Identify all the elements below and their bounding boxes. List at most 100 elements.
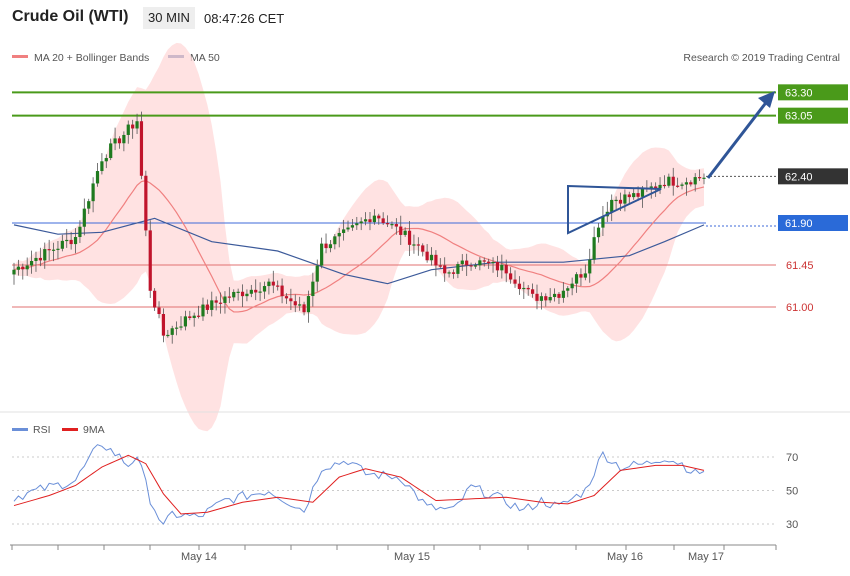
candle xyxy=(267,281,271,287)
date-label-1: May 15 xyxy=(394,551,430,563)
pivot-tag xyxy=(778,215,848,231)
candle xyxy=(618,199,623,204)
candle xyxy=(372,215,376,223)
candle xyxy=(399,226,403,235)
date-label-2: May 16 xyxy=(607,551,643,563)
candle xyxy=(504,264,508,274)
candle xyxy=(16,266,20,270)
candle xyxy=(456,264,460,274)
candle xyxy=(306,296,311,313)
candle xyxy=(78,226,82,238)
pivot-tag-label: 61.90 xyxy=(785,218,813,230)
interval-button[interactable]: 30 MIN xyxy=(143,7,195,29)
date-label-3: May 17 xyxy=(688,551,724,563)
candle xyxy=(56,248,60,250)
candle xyxy=(350,225,355,228)
candle xyxy=(588,259,592,274)
candle xyxy=(148,230,152,291)
candle xyxy=(175,327,179,329)
current-price-label: 62.40 xyxy=(785,171,813,183)
candle xyxy=(473,265,478,267)
candle xyxy=(412,244,416,246)
candle xyxy=(636,193,640,197)
candle xyxy=(249,289,253,294)
candle xyxy=(632,193,636,198)
candle xyxy=(232,291,236,298)
candle xyxy=(315,265,319,282)
candle xyxy=(337,232,341,237)
candle xyxy=(482,260,486,262)
candle xyxy=(245,293,249,297)
candle xyxy=(284,296,289,299)
candle xyxy=(429,254,434,261)
candle xyxy=(117,138,122,144)
candle xyxy=(95,171,100,184)
candle xyxy=(557,293,561,298)
candle xyxy=(702,177,706,179)
candle xyxy=(328,244,333,249)
candle xyxy=(161,314,166,336)
candle xyxy=(170,328,174,335)
rsi-tick-label-0: 30 xyxy=(786,519,798,531)
candle xyxy=(465,260,469,266)
candle xyxy=(460,260,464,265)
candle xyxy=(302,304,306,313)
candle xyxy=(596,227,601,238)
candle xyxy=(51,249,56,251)
rsi-ma-legend-swatch xyxy=(62,428,78,431)
candle xyxy=(698,177,702,179)
candle xyxy=(438,265,442,267)
candle xyxy=(548,297,552,301)
support-label-4: 61.00 xyxy=(786,302,814,314)
rsi-line xyxy=(13,444,705,525)
candle xyxy=(38,257,42,261)
candle xyxy=(289,298,293,302)
research-credit: Research © 2019 Trading Central xyxy=(683,52,840,64)
candle xyxy=(487,261,491,264)
candle xyxy=(333,236,337,245)
candle xyxy=(658,184,662,189)
candle xyxy=(87,201,91,209)
candle xyxy=(640,187,645,197)
candle xyxy=(654,186,658,189)
candle xyxy=(592,237,596,260)
candle xyxy=(526,287,530,290)
candle xyxy=(298,304,302,306)
candle xyxy=(566,288,570,291)
candle xyxy=(649,186,653,188)
candle xyxy=(390,224,394,226)
candle xyxy=(91,183,95,202)
candle xyxy=(539,296,543,301)
candle xyxy=(192,315,196,318)
candle xyxy=(500,264,504,271)
candle xyxy=(311,281,315,297)
ma50-line xyxy=(13,217,705,285)
candle xyxy=(443,265,447,274)
candle xyxy=(342,229,346,233)
time-axis: May 14 May 15 May 16 May 17 xyxy=(10,544,777,563)
candle xyxy=(47,249,51,251)
candle xyxy=(60,240,64,249)
candle xyxy=(491,262,495,264)
resistance-tag-label-1: 63.05 xyxy=(785,111,813,123)
candle xyxy=(82,208,86,227)
candle xyxy=(667,176,671,186)
rsi-legend-swatch xyxy=(12,428,28,431)
candle xyxy=(680,184,684,186)
chart-legend: MA 20 + Bollinger Bands MA 50 Research ©… xyxy=(12,52,840,64)
candle xyxy=(359,221,363,224)
candle xyxy=(478,260,482,266)
ma50-legend-label: MA 50 xyxy=(190,52,220,64)
candle xyxy=(227,296,231,298)
candle xyxy=(205,304,209,310)
target-arrow-head xyxy=(758,91,775,108)
ma20-legend-label: MA 20 + Bollinger Bands xyxy=(34,52,149,64)
candle xyxy=(623,194,627,204)
candle xyxy=(271,281,275,286)
candle xyxy=(43,249,47,261)
candle xyxy=(509,273,513,280)
ma20-legend-swatch xyxy=(12,55,28,58)
candle xyxy=(530,289,535,294)
rsi-legend-label: RSI xyxy=(33,424,51,436)
